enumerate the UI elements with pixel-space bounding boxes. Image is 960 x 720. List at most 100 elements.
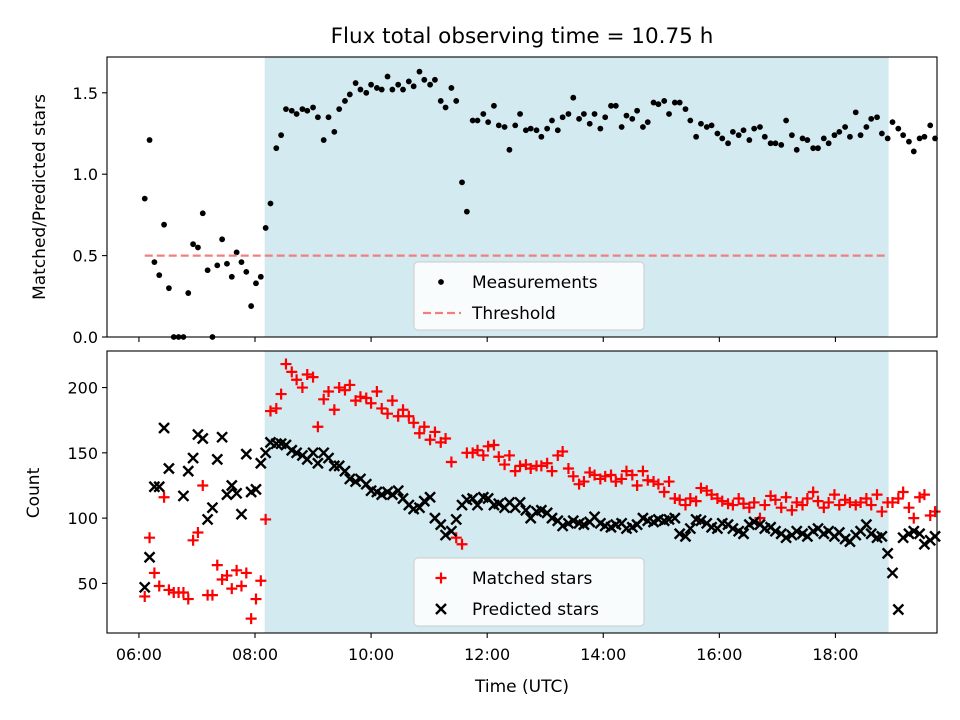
measurement-point — [357, 86, 364, 93]
legend-label: Predicted stars — [472, 600, 599, 620]
measurement-point — [491, 102, 497, 109]
measurement-point — [634, 107, 641, 114]
matched-star-point — [397, 404, 409, 416]
predicted-star-point — [780, 531, 792, 544]
predicted-star-point — [790, 525, 803, 538]
matched-star-point — [296, 382, 308, 394]
measurement-point — [618, 124, 625, 130]
matched-star-point — [286, 366, 298, 378]
matched-star-point — [386, 395, 398, 407]
matched-star-point — [525, 463, 537, 474]
measurement-point — [554, 127, 561, 134]
measurement-point — [863, 124, 870, 130]
measurement-point — [228, 273, 235, 280]
matched-star-point — [226, 583, 238, 595]
measurement-point — [243, 268, 250, 275]
predicted-star-point — [196, 432, 209, 445]
matched-star-point — [440, 432, 452, 444]
predicted-star-point — [259, 446, 272, 459]
matched-star-point — [376, 402, 388, 414]
measurement-point — [661, 98, 668, 104]
predicted-star-point — [886, 567, 899, 579]
measurement-point — [544, 125, 551, 132]
measurement-point — [427, 81, 434, 88]
predicted-star-point — [727, 522, 739, 535]
measurement-point — [576, 115, 582, 122]
matched-star-point — [690, 495, 702, 507]
predicted-star-point — [307, 446, 319, 459]
matched-star-point — [738, 498, 750, 510]
measurement-point — [767, 140, 774, 147]
matched-star-point — [663, 476, 675, 488]
matched-star-point — [679, 499, 691, 511]
predicted-star-point — [918, 538, 931, 551]
matched-star-point — [264, 405, 276, 417]
y-tick-label: 0.5 — [73, 247, 98, 266]
measurement-point — [166, 285, 172, 292]
x-tick-label: 10:00 — [348, 645, 394, 664]
matched-star-point — [769, 494, 781, 506]
matched-star-point — [344, 379, 356, 391]
measurement-point — [325, 114, 332, 121]
measurement-point — [463, 208, 470, 215]
matched-star-point — [245, 613, 257, 625]
matched-star-point — [307, 371, 319, 383]
matched-star-point — [318, 393, 330, 405]
matched-star-point — [182, 593, 194, 605]
matched-star-point — [177, 587, 189, 599]
matched-star-point — [392, 410, 404, 422]
measurement-point — [889, 119, 896, 126]
measurement-point — [921, 133, 928, 140]
matched-star-point — [557, 446, 569, 458]
measurement-point — [735, 132, 742, 139]
measurement-point — [666, 111, 672, 117]
measurement-point — [283, 106, 289, 112]
matched-star-point — [669, 493, 681, 505]
predicted-star-point — [235, 508, 248, 521]
measurement-point — [804, 137, 811, 143]
legend: Measurements Threshold — [413, 261, 645, 331]
matched-star-point — [812, 495, 824, 507]
matched-star-point — [929, 506, 941, 518]
measurement-point — [725, 140, 731, 147]
predicted-star-point — [439, 529, 452, 541]
measurement-point — [868, 115, 875, 122]
predicted-star-point — [187, 452, 199, 464]
measurement-point — [485, 119, 492, 126]
matched-star-point — [733, 493, 745, 505]
measurement-point — [910, 148, 917, 155]
matched-star-point — [833, 499, 845, 511]
measurement-point — [273, 145, 280, 152]
matched-star-point — [280, 358, 292, 370]
matched-star-point — [918, 489, 930, 501]
legend-marker-plus — [435, 572, 447, 584]
matched-star-point — [250, 593, 262, 605]
matched-star-point — [221, 570, 233, 582]
matched-star-point — [754, 512, 766, 524]
measurement-point — [895, 125, 902, 132]
measurement-point — [878, 130, 885, 137]
measurement-point — [788, 132, 795, 139]
measurement-point — [761, 133, 768, 140]
predicted-star-point — [270, 437, 283, 450]
measurement-point — [495, 122, 502, 129]
measurement-point — [141, 195, 148, 202]
matched-star-point — [158, 491, 170, 503]
measurement-point — [185, 290, 192, 296]
predicted-star-point — [240, 448, 253, 460]
measurement-point — [629, 115, 636, 122]
measurement-point — [522, 127, 529, 134]
measurement-point — [248, 303, 255, 309]
measurement-point — [751, 125, 758, 132]
measurement-point — [459, 179, 465, 186]
predicted-star-point — [339, 465, 351, 477]
measurement-point — [512, 122, 519, 129]
predicted-star-point — [907, 525, 920, 538]
measurement-point — [900, 132, 907, 139]
measurement-point — [538, 133, 545, 140]
predicted-star-point — [328, 460, 341, 472]
measurement-point — [151, 259, 158, 266]
matched-star-point — [418, 421, 430, 433]
y-tick-label: 1.0 — [73, 165, 98, 184]
predicted-star-point — [695, 514, 707, 527]
